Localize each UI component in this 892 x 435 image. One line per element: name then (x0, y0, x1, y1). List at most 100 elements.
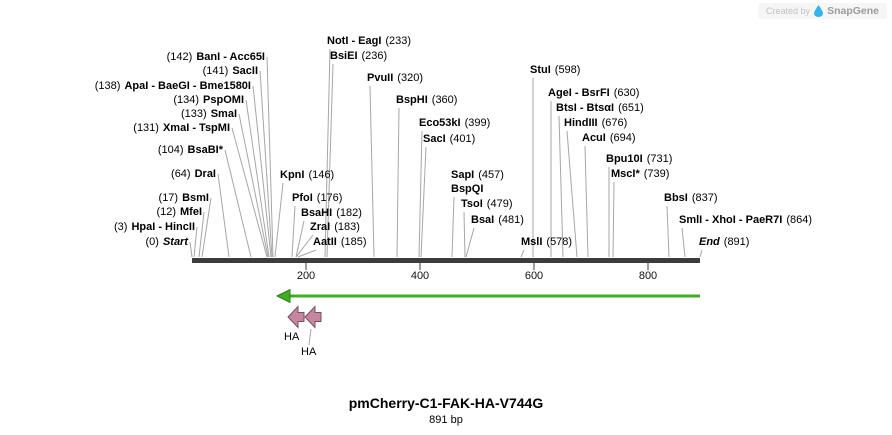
enzyme-name: BspHI (396, 94, 428, 106)
enzyme-name: BsmI (182, 192, 209, 204)
enzyme-label: AgeI - BsrFI (630) (548, 87, 639, 100)
enzyme-position: (864) (786, 214, 812, 226)
enzyme-name: BsaBI* (187, 144, 223, 156)
ruler-tick-label: 400 (410, 270, 430, 282)
enzyme-name: NotI - EagI (327, 35, 382, 47)
enzyme-name: BspQI (451, 183, 484, 195)
enzyme-label: Eco53kI (399) (419, 117, 490, 130)
enzyme-name: AatII (313, 236, 337, 248)
enzyme-position: (651) (618, 102, 644, 114)
enzyme-name: BanI - Acc65I (196, 51, 265, 63)
enzyme-position: (138) (94, 80, 121, 92)
enzyme-label: BbsI (837) (664, 192, 718, 205)
enzyme-position: (233) (385, 35, 412, 47)
ruler-tick-label: 200 (296, 270, 316, 282)
enzyme-label: MscI* (739) (611, 168, 669, 181)
enzyme-label: ZraI (183) (310, 221, 360, 234)
map-title: pmCherry-C1-FAK-HA-V744G (348, 395, 544, 411)
enzyme-position: (739) (643, 168, 670, 180)
enzyme-label: BspHI (360) (396, 94, 457, 107)
enzyme-position: (185) (340, 236, 367, 248)
enzyme-position: (133) (181, 108, 207, 120)
snapgene-watermark: Created by SnapGene (758, 3, 887, 19)
enzyme-position: (479) (486, 198, 513, 210)
enzyme-position: (141) (202, 65, 229, 77)
enzyme-label: (12) MfeI (156, 206, 202, 219)
enzyme-position: (578) (546, 236, 573, 248)
enzyme-position: (134) (173, 94, 200, 106)
enzyme-name: ApaI - BaeGI - Bme1580I (124, 80, 251, 92)
enzyme-name: SmlI - XhoI - PaeR7I (679, 214, 783, 226)
enzyme-name: MfeI (180, 206, 202, 218)
enzyme-position: (360) (431, 94, 458, 106)
enzyme-name: MscI* (611, 168, 640, 180)
enzyme-name: BtsI - BtsαI (556, 102, 615, 114)
enzyme-name: PvuII (367, 72, 394, 84)
enzyme-label: BsaHI (182) (301, 207, 362, 220)
enzyme-label: Bpu10I (731) (606, 153, 672, 166)
orf-arrow (275, 288, 700, 304)
enzyme-label: (141) SacII (203, 65, 258, 78)
enzyme-label: (64) DraI (171, 168, 216, 181)
enzyme-label: PfoI (176) (292, 192, 342, 205)
ruler-tick-label: 800 (638, 270, 658, 282)
enzyme-position: (598) (554, 64, 581, 76)
enzyme-position: (481) (498, 214, 524, 226)
enzyme-label: AcuI (694) (582, 132, 636, 145)
enzyme-label: (17) BsmI (159, 192, 209, 205)
enzyme-name: SacII (232, 65, 258, 77)
enzyme-name: KpnI (280, 169, 305, 181)
enzyme-position: (457) (478, 169, 504, 181)
enzyme-label: (138) ApaI - BaeGI - Bme1580I (95, 80, 251, 93)
enzyme-position: (0) (145, 236, 159, 248)
enzyme-name: TsoI (461, 198, 483, 210)
enzyme-label: KpnI (146) (280, 169, 334, 182)
enzyme-position: (104) (157, 144, 184, 156)
enzyme-name: PfoI (292, 192, 313, 204)
enzyme-name: Start (162, 236, 188, 248)
enzyme-name: DraI (194, 168, 216, 180)
enzyme-label: BsaI (481) (471, 214, 524, 227)
enzyme-name: PspOMI (203, 94, 244, 106)
enzyme-position: (131) (133, 122, 159, 134)
enzyme-name: BsiEI (330, 50, 358, 62)
enzyme-name: ZraI (310, 221, 331, 233)
enzyme-position: (182) (336, 207, 362, 219)
enzyme-name: SapI (451, 169, 475, 181)
sequence-bar (192, 258, 700, 270)
enzyme-position: (320) (397, 72, 423, 84)
enzyme-position: (731) (646, 153, 673, 165)
end-label: End (891) (699, 236, 749, 249)
enzyme-name: XmaI - TspMI (162, 122, 230, 134)
watermark-text: Created by (766, 6, 811, 16)
enzyme-position: (12) (156, 206, 176, 218)
enzyme-name: BbsI (664, 192, 688, 204)
ha-tag-label: HA (284, 331, 300, 343)
enzyme-position: (401) (449, 133, 476, 145)
enzyme-name: MslI (521, 236, 543, 248)
enzyme-label: (104) BsaBI* (158, 144, 223, 157)
enzyme-name: SacI (423, 133, 446, 145)
enzyme-label: PvuII (320) (367, 72, 423, 85)
enzyme-name: BsaI (471, 214, 495, 226)
enzyme-label: (142) BanI - Acc65I (167, 51, 265, 64)
enzyme-name: SmaI (210, 108, 237, 120)
enzyme-name: HpaI - HincII (131, 221, 195, 233)
enzyme-label: (134) PspOMI (173, 94, 244, 107)
enzyme-label: BsiEI (236) (330, 50, 387, 63)
enzyme-position: (891) (723, 236, 750, 248)
ha-tag-arrows (287, 305, 322, 329)
ha-tag-label: HA (301, 346, 317, 358)
enzyme-label: TsoI (479) (461, 198, 512, 211)
enzyme-position: (64) (171, 168, 191, 180)
enzyme-label: BspQI (451, 183, 487, 196)
enzyme-name: Bpu10I (606, 153, 643, 165)
enzyme-label: HindIII (676) (564, 117, 627, 130)
enzyme-label: SacI (401) (423, 133, 475, 146)
map-length: 891 bp (429, 414, 463, 426)
enzyme-label: (3) HpaI - HincII (114, 221, 195, 234)
enzyme-name: AcuI (582, 132, 606, 144)
enzyme-name: BsaHI (301, 207, 333, 219)
